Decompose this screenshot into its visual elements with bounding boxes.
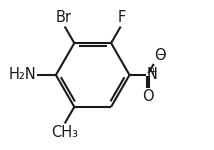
- Text: −: −: [157, 48, 167, 61]
- Text: O: O: [142, 89, 154, 104]
- Text: +: +: [149, 67, 158, 77]
- Text: CH₃: CH₃: [51, 125, 78, 140]
- Text: H₂N: H₂N: [8, 68, 36, 82]
- Text: N: N: [146, 67, 157, 82]
- Text: F: F: [117, 10, 126, 25]
- Text: Br: Br: [56, 10, 72, 25]
- Text: O: O: [154, 48, 166, 63]
